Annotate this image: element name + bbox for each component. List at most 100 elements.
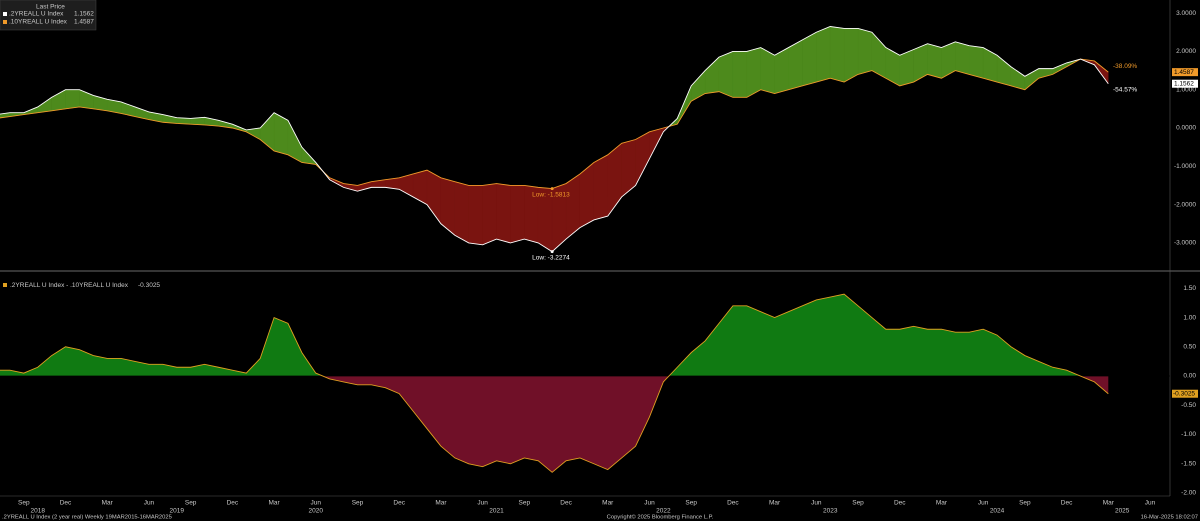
- spread-fill: [454, 181, 469, 244]
- x-tick-label: Jun: [311, 500, 322, 507]
- spread-fill: [482, 183, 497, 246]
- spread-fill: [802, 31, 817, 87]
- x-tick-label: Mar: [602, 500, 614, 507]
- spread-fill: [857, 28, 873, 75]
- x-tick-label: Dec: [560, 500, 572, 507]
- x-tick-label: Dec: [1061, 500, 1073, 507]
- legend-value: 1.4587: [74, 19, 94, 26]
- legend-swatch: [3, 20, 7, 24]
- x-year-label: 2021: [489, 508, 504, 515]
- last-value-tag: [1172, 389, 1198, 398]
- y-tick-label: 1.0000: [1176, 86, 1196, 93]
- footer-left: .2YREALL U Index (2 year real) Weekly 19…: [2, 515, 172, 521]
- y-tick-label: -1.50: [1181, 460, 1196, 467]
- spread-fill: [496, 183, 511, 244]
- y-tick-label: 3.0000: [1176, 10, 1196, 17]
- x-tick-label: Sep: [685, 500, 697, 507]
- x-tick-label: Sep: [852, 500, 864, 507]
- x-tick-label: Sep: [18, 500, 30, 507]
- x-tick-label: Dec: [60, 500, 72, 507]
- low-marker: [550, 187, 554, 191]
- x-tick-label: Sep: [352, 500, 364, 507]
- y-tick-label: -1.00: [1181, 431, 1196, 438]
- spread-fill: [65, 89, 80, 110]
- spread-fill: [816, 26, 831, 83]
- spread-fill: [927, 43, 942, 79]
- spread-fill: [468, 185, 483, 246]
- spread-fill: [732, 51, 747, 98]
- spread-fill: [510, 185, 525, 244]
- spread-fill: [955, 41, 970, 75]
- low-label: Low: -3.2274: [532, 254, 570, 261]
- legend-value: 1.1562: [74, 11, 94, 18]
- x-year-label: 2022: [656, 508, 671, 515]
- y-tick-label: -3.0000: [1174, 240, 1196, 247]
- legend-title: Last Price: [36, 4, 65, 11]
- area-fill-negative: [0, 376, 1109, 473]
- legend-box: [0, 0, 97, 31]
- x-year-label: 2020: [309, 508, 324, 515]
- last-value-label: 1.4587: [1174, 69, 1194, 76]
- marks-layer: [0, 26, 1170, 473]
- spread-fill: [843, 28, 859, 83]
- y-tick-label: 1.50: [1183, 285, 1196, 292]
- x-tick-label: Jun: [644, 500, 655, 507]
- change-label: -38.09%: [1113, 63, 1137, 70]
- x-tick-label: Mar: [435, 500, 447, 507]
- x-tick-label: Sep: [519, 500, 531, 507]
- y-tick-label: -0.50: [1181, 402, 1196, 409]
- x-year-label: 2018: [30, 508, 45, 515]
- x-tick-label: Dec: [727, 500, 739, 507]
- x-year-label: 2023: [823, 508, 838, 515]
- legend-value: -0.3025: [138, 282, 160, 289]
- y-tick-label: -1.0000: [1174, 163, 1196, 170]
- spread-fill: [830, 26, 845, 83]
- last-value-label: -0.3025: [1173, 390, 1195, 397]
- x-tick-label: Mar: [769, 500, 781, 507]
- x-year-label: 2024: [990, 508, 1005, 515]
- legend-label: .2YREALL U Index - .10YREALL U Index: [10, 282, 129, 289]
- spread-fill: [746, 47, 761, 98]
- x-tick-label: Jun: [1145, 500, 1156, 507]
- x-tick-label: Jun: [811, 500, 822, 507]
- spread-fill: [593, 154, 608, 221]
- x-tick-label: Mar: [102, 500, 114, 507]
- low-marker: [550, 250, 554, 254]
- change-label: -54.57%: [1113, 86, 1137, 93]
- y-tick-label: 0.50: [1183, 344, 1196, 351]
- x-tick-label: Jun: [144, 500, 155, 507]
- low-label: Low: -1.5813: [532, 191, 570, 198]
- spread-fill: [899, 49, 914, 87]
- footer-center: Copyright© 2025 Bloomberg Finance L.P.: [607, 514, 714, 521]
- x-tick-label: Dec: [393, 500, 405, 507]
- y-tick-label: 1.00: [1183, 314, 1196, 321]
- x-tick-label: Mar: [1103, 500, 1115, 507]
- spread-fill: [969, 45, 984, 79]
- legend-swatch: [3, 283, 7, 287]
- last-value-tag: [1172, 79, 1198, 88]
- x-tick-label: Dec: [227, 500, 239, 507]
- x-tick-label: Sep: [1019, 500, 1031, 507]
- series-line: [0, 293, 1109, 473]
- x-year-label: 2019: [170, 508, 185, 515]
- legend-label: .10YREALL U Index: [9, 19, 68, 26]
- area-fill-positive: [0, 294, 1081, 376]
- y-tick-label: 2.0000: [1176, 48, 1196, 55]
- y-tick-label: -2.00: [1181, 490, 1196, 497]
- x-tick-label: Jun: [477, 500, 488, 507]
- fill-layer: [0, 26, 1109, 473]
- legend-swatch: [3, 12, 7, 16]
- x-tick-label: Sep: [185, 500, 197, 507]
- y-tick-label: -2.0000: [1174, 201, 1196, 208]
- x-tick-label: Mar: [268, 500, 280, 507]
- spread-fill: [788, 39, 803, 90]
- x-year-label: 2025: [1115, 508, 1130, 515]
- x-tick-label: Jun: [978, 500, 989, 507]
- y-tick-label: 0.00: [1183, 373, 1196, 380]
- last-value-label: 1.1562: [1174, 80, 1194, 87]
- last-value-tag: [1172, 68, 1198, 77]
- x-tick-label: Dec: [894, 500, 906, 507]
